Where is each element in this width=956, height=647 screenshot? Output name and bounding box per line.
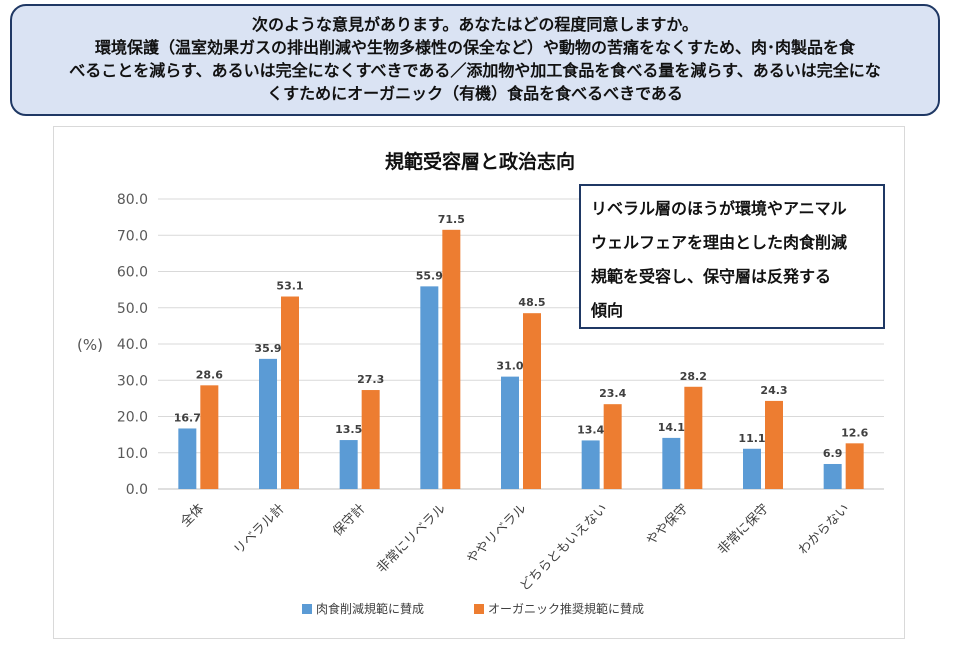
y-tick-label: 60.0 <box>117 265 148 281</box>
bar-organic <box>845 443 864 489</box>
y-tick-label: 20.0 <box>117 410 148 426</box>
bar-meat-reduction <box>420 286 439 489</box>
legend-swatch <box>302 604 312 614</box>
data-label: 13.4 <box>577 423 604 436</box>
x-tick-label: リベラル計 <box>231 501 288 558</box>
data-label: 12.6 <box>841 426 868 439</box>
bar-meat-reduction <box>581 440 600 489</box>
y-axis-label: (%) <box>77 336 103 354</box>
annotation-callout: リベラル層のほうが環境やアニマル ウェルフェアを理由とした肉食削減 規範を受容し… <box>579 184 885 329</box>
x-tick-label: 非常にリベラル <box>374 501 449 576</box>
question-line-4: くすためにオーガニック（有機）食品を食べるべきである <box>267 84 683 103</box>
data-label: 23.4 <box>599 387 626 400</box>
bar-meat-reduction <box>259 358 277 489</box>
bar-organic <box>684 386 703 489</box>
bar-meat-reduction <box>662 437 681 489</box>
callout-line-2: ウェルフェアを理由とした肉食削減 <box>591 233 848 252</box>
y-tick-label: 80.0 <box>117 192 148 208</box>
x-tick-label: 非常に保守 <box>715 501 772 558</box>
bar-meat-reduction <box>743 448 761 489</box>
y-tick-label: 10.0 <box>117 446 148 462</box>
x-tick-label: どちらともいえない <box>517 501 610 594</box>
data-label: 28.2 <box>680 370 707 383</box>
data-label: 16.7 <box>174 411 201 424</box>
x-tick-label: ややリベラル <box>464 501 530 567</box>
data-label: 13.5 <box>335 423 362 436</box>
bar-meat-reduction <box>178 428 197 489</box>
data-label: 53.1 <box>276 280 303 293</box>
bar-meat-reduction <box>823 463 842 489</box>
data-label: 14.1 <box>658 421 685 434</box>
data-label: 11.1 <box>738 432 765 445</box>
data-label: 35.9 <box>254 342 281 355</box>
y-tick-label: 50.0 <box>117 301 148 317</box>
bar-organic <box>765 400 783 489</box>
data-label: 24.3 <box>760 384 787 397</box>
data-label: 27.3 <box>357 373 384 386</box>
data-label: 48.5 <box>518 296 545 309</box>
y-tick-label: 40.0 <box>117 337 148 353</box>
question-box: 次のような意見があります。あなたはどの程度同意しますか。 環境保護（温室効果ガス… <box>10 4 940 116</box>
data-label: 6.9 <box>823 447 843 460</box>
y-tick-label: 0.0 <box>126 482 148 498</box>
x-tick-label: 全体 <box>177 501 207 531</box>
callout-line-1: リベラル層のほうが環境やアニマル <box>591 199 847 218</box>
question-line-3: べることを減らす、あるいは完全になくすべきである／添加物や加工食品を食べる量を減… <box>69 61 881 80</box>
legend-label: 肉食削減規範に賛成 <box>316 601 424 616</box>
data-label: 31.0 <box>496 360 523 373</box>
data-label: 71.5 <box>438 213 465 226</box>
bar-meat-reduction <box>339 440 358 489</box>
bar-organic <box>523 313 541 489</box>
bar-organic <box>281 296 299 489</box>
bar-meat-reduction <box>501 376 519 489</box>
legend-label: オーガニック推奨規範に賛成 <box>488 601 644 616</box>
x-tick-label: わからない <box>796 501 853 558</box>
question-line-2: 環境保護（温室効果ガスの排出削減や生物多様性の保全など）や動物の苦痛をなくすため… <box>94 38 855 57</box>
bar-organic <box>200 385 219 489</box>
bar-organic <box>361 390 380 489</box>
callout-line-4: 傾向 <box>591 301 624 320</box>
callout-line-3: 規範を受容し、保守層は反発する <box>591 267 832 286</box>
question-line-1: 次のような意見があります。あなたはどの程度同意しますか。 <box>251 15 699 34</box>
y-tick-label: 30.0 <box>117 373 148 389</box>
y-tick-label: 70.0 <box>117 228 148 244</box>
data-label: 55.9 <box>416 269 443 282</box>
legend-swatch <box>474 604 484 614</box>
bar-organic <box>442 229 461 489</box>
bar-organic <box>603 404 622 489</box>
chart-title: 規範受容層と政治志向 <box>385 150 575 173</box>
x-tick-label: やや保守 <box>644 501 691 548</box>
x-tick-label: 保守計 <box>330 501 369 540</box>
data-label: 28.6 <box>196 368 223 381</box>
